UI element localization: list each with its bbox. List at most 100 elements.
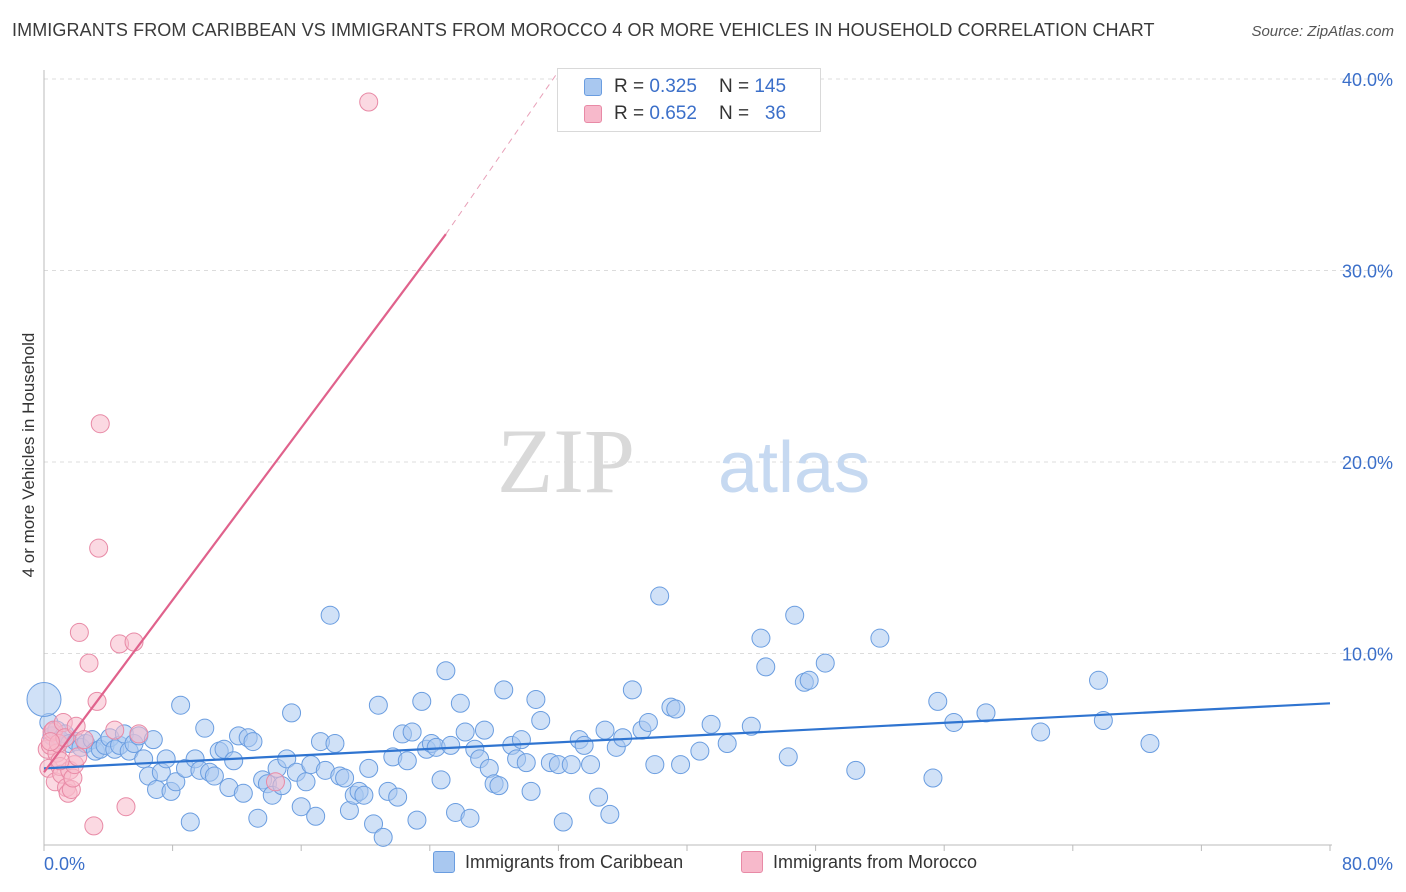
tick-labels: 10.0% 20.0% 30.0% 40.0% 0.0% 80.0% (44, 70, 1393, 874)
caribbean-point (1140, 734, 1160, 754)
morocco-point (89, 538, 109, 558)
morocco-point (105, 720, 125, 740)
legend-r-value-morocco: 0.652 (649, 103, 697, 124)
correlation-legend: R = 0.325 N = 145 R = 0.652 N = 36 (557, 68, 821, 132)
morocco-trend-line (43, 233, 447, 773)
caribbean-point (553, 812, 573, 832)
caribbean-point (650, 586, 670, 606)
caribbean-point (671, 755, 691, 775)
caribbean-point (402, 722, 422, 742)
caribbean-point (364, 814, 384, 834)
legend-n-value-morocco: 36 (764, 103, 787, 124)
morocco-point (359, 92, 379, 112)
caribbean-point (248, 808, 268, 828)
series-legend-caribbean: Immigrants from Caribbean (433, 851, 683, 873)
x-tick-label-max: 80.0% (1342, 854, 1393, 874)
caribbean-point (756, 657, 776, 677)
y-tick-label-10: 10.0% (1342, 645, 1393, 665)
caribbean-point (638, 712, 658, 732)
legend-n-label: N = (718, 103, 750, 124)
caribbean-point (320, 605, 340, 625)
caribbean-point (359, 758, 379, 778)
caribbean-point (455, 722, 475, 742)
morocco-point (68, 747, 88, 767)
caribbean-point (368, 695, 388, 715)
morocco-point (84, 816, 104, 836)
caribbean-point (785, 605, 805, 625)
caribbean-point (441, 735, 461, 755)
y-tick-label-30: 30.0% (1342, 262, 1393, 282)
caribbean-point (494, 680, 514, 700)
caribbean-point (1089, 670, 1109, 690)
caribbean-point (474, 720, 494, 740)
caribbean-point (224, 751, 244, 771)
caribbean-point (690, 741, 710, 761)
caribbean-point (799, 670, 819, 690)
caribbean-point (166, 772, 186, 792)
caribbean-point (717, 734, 737, 754)
caribbean-point (204, 766, 224, 786)
caribbean-swatch (584, 78, 602, 96)
caribbean-point (195, 718, 215, 738)
caribbean-point (778, 747, 798, 767)
y-tick-label-20: 20.0% (1342, 453, 1393, 473)
caribbean-point (450, 693, 470, 713)
caribbean-point (243, 732, 263, 752)
caribbean-point (595, 720, 615, 740)
caribbean-point (233, 783, 253, 803)
caribbean-point (460, 808, 480, 828)
caribbean-point (156, 749, 176, 769)
legend-r-label: R = (614, 76, 645, 97)
caribbean-point (1031, 722, 1051, 742)
caribbean-point (516, 753, 536, 773)
caribbean-point (574, 735, 594, 755)
watermark-zip: ZIP (497, 410, 635, 512)
legend-n-value-caribbean: 145 (754, 76, 787, 97)
caribbean-point (815, 653, 835, 673)
morocco-point (40, 732, 60, 752)
caribbean-point (180, 812, 200, 832)
y-axis-label: 4 or more Vehicles in Household (19, 332, 38, 578)
caribbean-point (489, 776, 509, 796)
series-legend: Immigrants from Caribbean Immigrants fro… (0, 851, 1406, 877)
morocco-legend-swatch (741, 851, 763, 873)
caribbean-point (388, 787, 408, 807)
caribbean-trend-line (43, 702, 1331, 770)
grid-lines (44, 78, 1392, 654)
caribbean-point (526, 689, 546, 709)
morocco-point (116, 797, 136, 817)
caribbean-point (436, 661, 456, 681)
caribbean-point (870, 628, 890, 648)
chart-title: IMMIGRANTS FROM CARIBBEAN VS IMMIGRANTS … (12, 20, 1155, 40)
caribbean-point (412, 691, 432, 711)
caribbean-point (976, 703, 996, 723)
morocco-point (129, 724, 149, 744)
caribbean-point (531, 711, 551, 731)
caribbean-point (407, 810, 427, 830)
y-tick-label-40: 40.0% (1342, 70, 1393, 90)
caribbean-point (928, 691, 948, 711)
morocco-point (74, 730, 94, 750)
caribbean-point (701, 714, 721, 734)
morocco-point (79, 653, 99, 673)
series-legend-morocco: Immigrants from Morocco (741, 851, 977, 873)
caribbean-point (373, 827, 393, 847)
caribbean-point (282, 703, 302, 723)
caribbean-legend-label: Immigrants from Caribbean (465, 851, 684, 872)
caribbean-point (521, 781, 541, 801)
caribbean-point (561, 755, 581, 775)
caribbean-point (26, 681, 62, 717)
caribbean-point (645, 755, 665, 775)
morocco-points (37, 92, 379, 836)
morocco-swatch (584, 105, 602, 123)
morocco-trend-extension (445, 71, 559, 235)
caribbean-point (622, 680, 642, 700)
caribbean-point (741, 716, 761, 736)
caribbean-point (511, 730, 531, 750)
source-label: Source: ZipAtlas.com (1251, 23, 1394, 40)
morocco-point (69, 622, 89, 642)
legend-r-value-caribbean: 0.325 (649, 76, 697, 97)
morocco-point (90, 414, 110, 434)
caribbean-point (291, 797, 311, 817)
